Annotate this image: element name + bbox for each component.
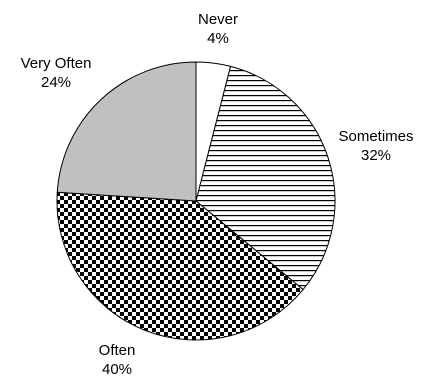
slice-label-very-often: Very Often 24% [21,55,92,91]
slice-category-label: Very Often [21,55,92,72]
slice-category-label: Often [99,342,136,359]
pie-slice-very-often [56,61,197,202]
slice-label-sometimes: Sometimes 32% [338,128,413,164]
pie-slice-often [56,191,304,341]
slice-category-label: Sometimes [338,128,413,145]
slice-label-never: Never 4% [198,11,238,47]
slice-category-label: Never [198,11,238,28]
pie-slices [56,61,336,341]
slice-value-label: 40% [102,361,132,377]
slice-label-often: Often 40% [99,342,136,377]
slice-value-label: 32% [361,147,391,164]
slice-value-label: 24% [41,74,71,91]
pie-labels: Never 4% Sometimes 32% Often 40% Very Often 24% [21,11,414,377]
slice-value-label: 4% [207,30,229,47]
pie-slice-sometimes [195,65,336,291]
